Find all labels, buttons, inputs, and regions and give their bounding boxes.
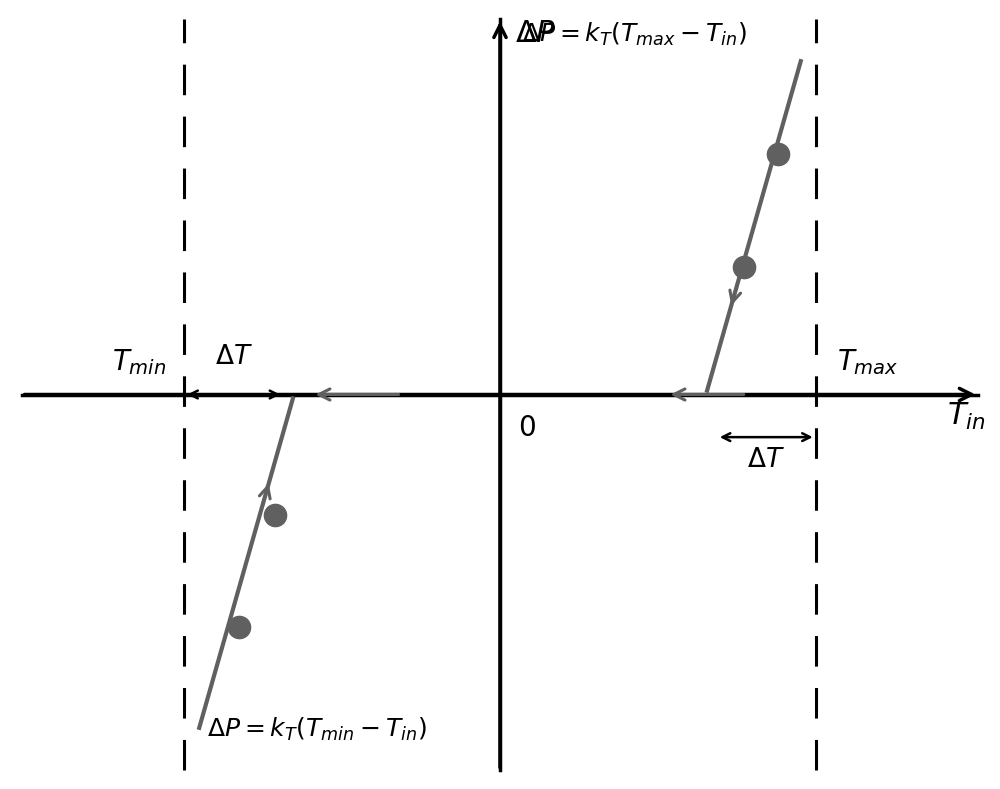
Text: $\Delta P=k_T(T_{max}-T_{in})$: $\Delta P=k_T(T_{max}-T_{in})$	[522, 21, 747, 48]
Text: $0$: $0$	[518, 414, 536, 442]
Text: $\Delta P=k_T(T_{min}-T_{in})$: $\Delta P=k_T(T_{min}-T_{in})$	[207, 716, 427, 743]
Text: $T_{in}$: $T_{in}$	[947, 401, 985, 432]
Text: $T_{max}$: $T_{max}$	[837, 348, 899, 377]
Text: $\Delta T$: $\Delta T$	[747, 447, 785, 473]
Text: $\Delta P$: $\Delta P$	[515, 19, 556, 47]
Text: $T_{min}$: $T_{min}$	[112, 348, 167, 377]
Text: $\Delta T$: $\Delta T$	[215, 344, 253, 370]
